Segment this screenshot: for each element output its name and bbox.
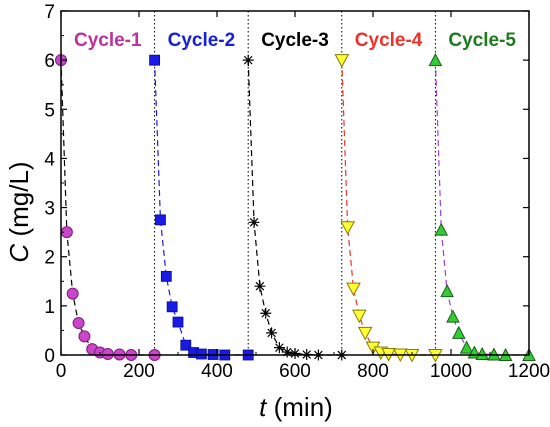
x-tick-label: 1200 <box>508 361 550 382</box>
data-point <box>434 222 449 236</box>
data-point <box>451 325 466 339</box>
data-point <box>66 287 79 300</box>
x-tick-label: 200 <box>123 361 155 382</box>
data-point <box>248 216 260 228</box>
y-tick-label: 4 <box>44 149 55 170</box>
cycle-label: Cycle-1 <box>74 30 142 51</box>
data-point <box>166 301 178 313</box>
cycle-label: Cycle-2 <box>168 30 236 51</box>
y-tick-label: 0 <box>44 346 55 367</box>
data-point <box>352 309 367 324</box>
series-line <box>247 60 342 356</box>
cycle-label: Cycle-4 <box>355 30 423 51</box>
y-tick-label: 3 <box>44 199 55 220</box>
x-tick-label: 400 <box>201 361 233 382</box>
x-tick-label: 600 <box>279 361 311 382</box>
series-line <box>434 60 529 356</box>
data-point <box>242 54 254 66</box>
data-point <box>101 348 114 361</box>
data-point <box>266 327 278 339</box>
y-tick-label: 1 <box>44 297 55 318</box>
data-point <box>440 284 454 298</box>
data-point <box>281 346 293 358</box>
data-point <box>273 342 285 354</box>
y-tick-label: 7 <box>44 2 55 23</box>
data-point <box>149 54 161 66</box>
x-tick-label: 1000 <box>430 361 472 382</box>
series-line <box>60 60 155 356</box>
x-tick-label: 800 <box>357 361 389 382</box>
data-point <box>346 282 361 297</box>
data-point <box>72 317 85 330</box>
x-axis-symbol: t <box>259 392 268 422</box>
series-lines <box>60 60 529 356</box>
data-point <box>160 270 172 282</box>
data-point <box>172 316 184 328</box>
plot-frame <box>60 10 530 356</box>
data-point <box>446 309 460 323</box>
cycle-labels: Cycle-1 Cycle-2 Cycle-3 Cycle-4 Cycle-5 <box>74 30 516 51</box>
data-point <box>195 348 207 360</box>
data-point <box>334 54 350 68</box>
cycle-label: Cycle-5 <box>448 30 516 51</box>
axis-ticks: 0 200 400 600 800 1000 1200 0 1 2 3 4 5 6 7 <box>44 2 550 382</box>
x-axis-title: t (min) <box>259 392 333 422</box>
cycle-boundaries <box>154 11 436 355</box>
series-markers <box>55 53 536 363</box>
cycle-label: Cycle-3 <box>261 30 329 51</box>
y-axis-symbol: C <box>4 244 34 263</box>
y-tick-label: 6 <box>44 51 55 72</box>
data-point <box>260 307 272 319</box>
y-tick-label: 5 <box>44 100 55 121</box>
data-point <box>428 53 443 67</box>
x-tick-label: 0 <box>56 361 67 382</box>
data-point <box>155 214 166 226</box>
data-point <box>254 280 266 292</box>
data-point <box>357 326 373 341</box>
data-point <box>475 346 490 361</box>
y-tick-label: 2 <box>44 248 55 269</box>
data-point <box>180 339 192 351</box>
data-point <box>78 330 91 343</box>
y-axis-unit: (mg/L) <box>4 161 34 243</box>
data-point <box>459 340 474 354</box>
x-axis-unit: (min) <box>266 392 332 422</box>
y-axis-title: C (mg/L) <box>4 161 34 262</box>
data-point <box>340 221 355 235</box>
